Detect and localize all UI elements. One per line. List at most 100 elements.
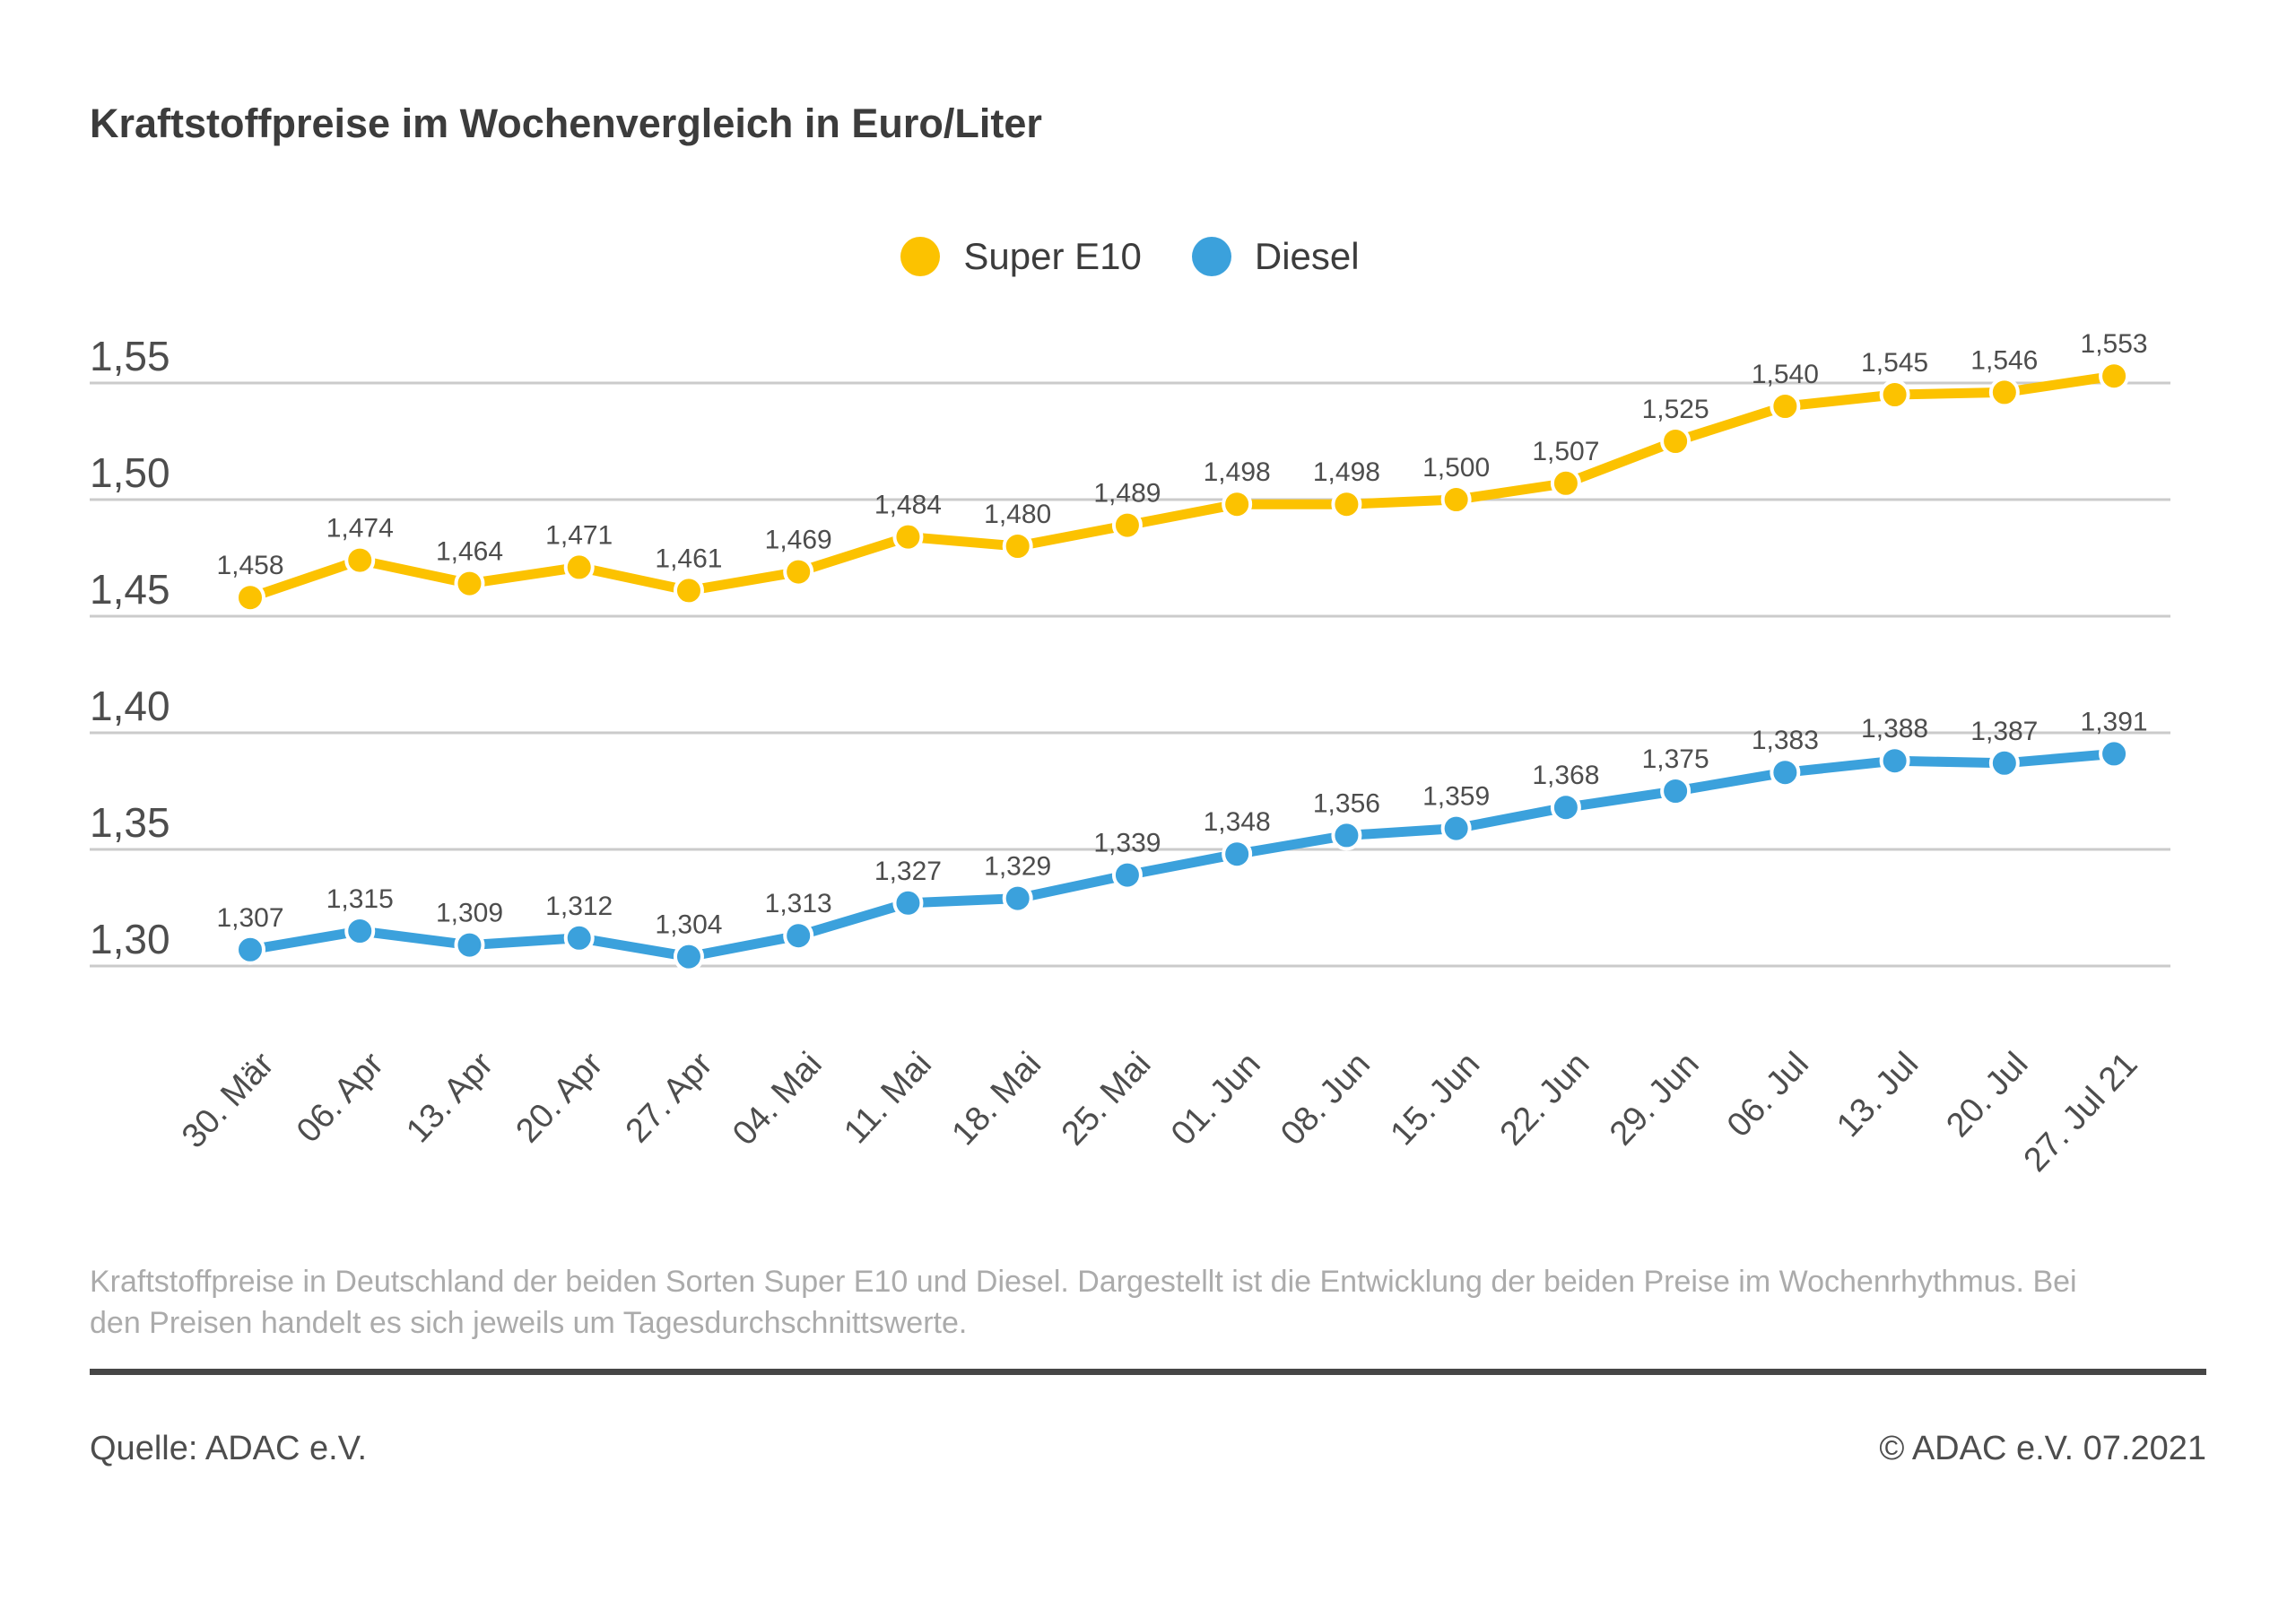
data-point-diesel — [344, 916, 376, 946]
data-point-label-super-e10: 1,464 — [436, 537, 503, 567]
data-point-diesel — [1222, 839, 1253, 870]
data-point-super-e10 — [1660, 426, 1692, 457]
y-axis-tick-label: 1,35 — [90, 799, 170, 846]
data-point-label-diesel: 1,315 — [326, 884, 394, 914]
x-axis-tick-label: 11. Mai — [837, 1045, 939, 1151]
data-point-label-super-e10: 1,545 — [1861, 348, 1928, 378]
data-point-super-e10 — [454, 568, 485, 599]
y-axis-tick-label: 1,55 — [90, 333, 170, 379]
data-point-super-e10 — [344, 544, 376, 576]
data-point-label-super-e10: 1,540 — [1752, 360, 1819, 389]
data-point-diesel — [1988, 747, 2020, 779]
data-point-label-diesel: 1,312 — [545, 892, 613, 921]
x-axis-tick-label: 29. Jun — [1603, 1045, 1707, 1153]
y-axis-tick-label: 1,45 — [90, 566, 170, 613]
data-point-label-super-e10: 1,458 — [216, 551, 283, 580]
data-point-label-diesel: 1,348 — [1204, 807, 1271, 837]
footer-row: Quelle: ADAC e.V. © ADAC e.V. 07.2021 — [90, 1430, 2206, 1468]
x-axis-tick-label: 01. Jun — [1164, 1045, 1268, 1153]
data-point-diesel — [892, 887, 924, 918]
data-point-label-diesel: 1,307 — [216, 903, 283, 933]
data-point-super-e10 — [563, 552, 595, 583]
data-point-label-super-e10: 1,471 — [545, 520, 613, 550]
x-axis-tick-label: 27. Apr — [619, 1045, 720, 1150]
data-point-label-super-e10: 1,525 — [1642, 395, 1709, 424]
data-point-label-super-e10: 1,553 — [2081, 329, 2148, 359]
data-point-diesel — [454, 929, 485, 961]
chart-description: Kraftstoffpreise in Deutschland der beid… — [90, 1265, 2077, 1340]
data-point-diesel — [563, 922, 595, 953]
data-point-diesel — [2099, 738, 2130, 770]
data-point-label-super-e10: 1,546 — [1970, 345, 2038, 375]
data-point-super-e10 — [1879, 379, 1910, 410]
data-point-super-e10 — [892, 521, 924, 553]
data-point-super-e10 — [1002, 531, 1033, 561]
data-point-label-super-e10: 1,474 — [326, 514, 394, 544]
data-point-super-e10 — [1222, 489, 1253, 520]
data-point-diesel — [1111, 859, 1143, 891]
data-point-super-e10 — [1331, 489, 1362, 520]
data-point-diesel — [235, 934, 265, 965]
legend: Super E10 Diesel — [90, 235, 2170, 278]
x-axis-tick-label: 20. Jul — [1939, 1045, 2035, 1144]
x-axis-tick-label: 13. Apr — [399, 1045, 500, 1150]
data-point-label-diesel: 1,368 — [1532, 761, 1599, 790]
data-point-label-diesel: 1,391 — [2081, 707, 2148, 736]
data-point-label-diesel: 1,313 — [765, 889, 832, 918]
data-point-label-diesel: 1,375 — [1642, 744, 1709, 774]
data-point-label-diesel: 1,359 — [1422, 782, 1490, 812]
data-point-label-diesel: 1,339 — [1093, 829, 1161, 858]
legend-item-super-e10: Super E10 — [900, 235, 1142, 278]
data-point-super-e10 — [673, 575, 704, 606]
legend-label-super-e10: Super E10 — [963, 235, 1142, 277]
x-axis-tick-label: 15. Jun — [1383, 1045, 1487, 1153]
data-point-label-diesel: 1,327 — [874, 857, 942, 886]
data-point-label-diesel: 1,329 — [984, 852, 1051, 882]
data-point-diesel — [783, 920, 814, 952]
data-point-label-super-e10: 1,461 — [655, 544, 722, 573]
x-axis-tick-label: 06. Jul — [1720, 1045, 1816, 1144]
source-label: Quelle: ADAC e.V. — [90, 1430, 368, 1467]
legend-item-diesel: Diesel — [1191, 235, 1360, 278]
data-point-label-super-e10: 1,480 — [984, 500, 1051, 529]
data-point-super-e10 — [235, 582, 265, 614]
x-axis-tick-label: 20. Apr — [509, 1045, 610, 1150]
data-point-diesel — [1879, 745, 1910, 777]
copyright-label: © ADAC e.V. 07.2021 — [1879, 1430, 2206, 1467]
data-point-label-diesel: 1,387 — [1970, 717, 2038, 746]
legend-label-diesel: Diesel — [1254, 235, 1360, 277]
x-axis-tick-label: 08. Jun — [1274, 1045, 1378, 1153]
data-point-diesel — [1770, 757, 1801, 788]
data-point-label-diesel: 1,356 — [1313, 788, 1380, 818]
x-axis-tick-label: 04. Mai — [726, 1045, 830, 1153]
data-point-label-diesel: 1,304 — [655, 910, 722, 940]
data-point-super-e10 — [1550, 467, 1581, 499]
super-e10-dot-icon — [900, 237, 941, 276]
y-axis-tick-label: 1,40 — [90, 683, 170, 729]
data-point-label-diesel: 1,388 — [1861, 714, 1928, 744]
data-point-label-diesel: 1,309 — [436, 899, 503, 928]
x-axis-tick-label: 30. Mär — [175, 1045, 282, 1155]
data-point-super-e10 — [1111, 509, 1143, 541]
data-point-diesel — [673, 941, 704, 972]
x-axis-tick-label: 25. Mai — [1055, 1045, 1159, 1153]
x-axis-tick-label: 22. Jun — [1493, 1045, 1597, 1153]
data-point-super-e10 — [1440, 484, 1472, 515]
x-axis-tick-label: 27. Jul 21 — [2017, 1045, 2145, 1179]
data-point-diesel — [1331, 820, 1362, 851]
x-axis-tick-label: 13. Jul — [1830, 1045, 1926, 1144]
data-point-diesel — [1550, 792, 1581, 823]
data-point-super-e10 — [1770, 391, 1801, 422]
series-line-diesel — [245, 748, 2119, 962]
data-point-super-e10 — [1988, 377, 2020, 408]
data-point-label-super-e10: 1,489 — [1093, 479, 1161, 509]
diesel-dot-icon — [1191, 237, 1231, 276]
data-point-label-super-e10: 1,500 — [1422, 453, 1490, 483]
footer-divider — [90, 1369, 2206, 1375]
y-axis-tick-label: 1,50 — [90, 449, 170, 496]
x-axis-tick-label: 18. Mai — [945, 1045, 1049, 1153]
data-point-super-e10 — [783, 556, 814, 587]
data-point-label-super-e10: 1,484 — [874, 491, 942, 520]
chart-title: Kraftstoffpreise im Wochenvergleich in E… — [90, 100, 1042, 147]
